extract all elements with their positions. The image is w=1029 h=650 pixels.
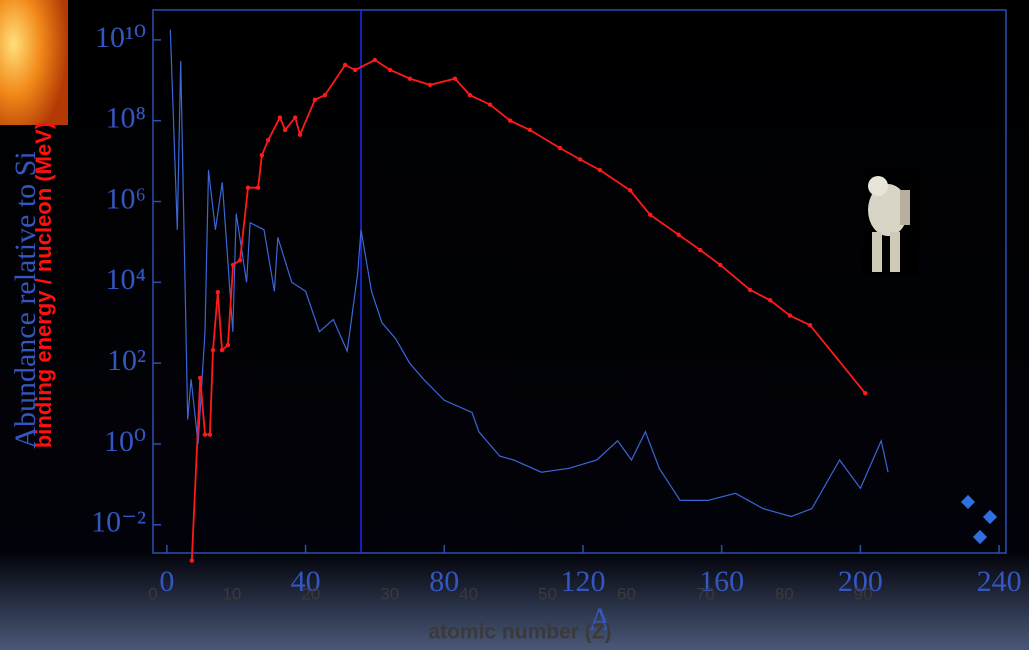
data-point — [292, 115, 298, 120]
astronaut-image — [862, 172, 918, 275]
data-point — [225, 342, 231, 348]
y-tick-label: 10² — [107, 344, 146, 377]
x2-tick-label: 30 — [380, 584, 399, 603]
data-point — [467, 92, 473, 98]
data-point — [487, 102, 493, 107]
x2-tick-label: 50 — [538, 584, 557, 603]
data-point — [259, 153, 265, 158]
x-axis-label: A — [588, 600, 611, 636]
data-point — [312, 97, 318, 102]
data-point — [718, 262, 723, 268]
x2-tick-label: 60 — [617, 584, 636, 603]
data-point — [197, 375, 203, 381]
data-point — [265, 137, 271, 143]
y-tick-label: 10⁴ — [106, 263, 146, 296]
data-point — [322, 92, 328, 98]
plot-frame — [152, 9, 1007, 554]
data-point — [202, 432, 208, 437]
data-point — [597, 167, 603, 173]
y-tick-label: 10¹⁰ — [95, 21, 146, 54]
x2-axis-label: atomic number (Z) — [428, 621, 611, 644]
data-point — [207, 432, 213, 437]
x-tick-label: 240 — [977, 565, 1022, 598]
data-point — [697, 247, 703, 253]
data-point — [215, 289, 221, 295]
x-tick-label: 40 — [291, 565, 321, 598]
data-point — [747, 287, 753, 293]
data-point — [372, 57, 378, 63]
x-tick-label: 0 — [159, 565, 174, 598]
overlay-y-axis-label: binding energy / nucleon (MeV) — [31, 122, 56, 448]
x2-tick-label: 80 — [775, 584, 794, 603]
y-axis-label: Abundance relative to Si — [9, 151, 42, 448]
data-point — [210, 347, 216, 353]
data-point — [407, 76, 413, 81]
y-tick-label: 10⁻² — [91, 506, 146, 539]
data-point — [863, 391, 868, 396]
x-tick-label: 80 — [429, 565, 459, 598]
x2-tick-label: 70 — [696, 584, 715, 603]
data-point — [648, 212, 653, 217]
data-point — [237, 258, 243, 263]
data-point — [230, 262, 236, 268]
data-point — [676, 232, 681, 238]
y-tick-label: 10⁸ — [106, 102, 146, 135]
data-point — [219, 347, 225, 353]
data-point — [768, 298, 773, 303]
sun-image — [0, 0, 68, 125]
data-point — [189, 558, 195, 563]
data-point — [255, 185, 261, 190]
data-line — [190, 58, 866, 561]
data-point — [277, 115, 283, 120]
x2-tick-label: 0 — [148, 584, 157, 603]
data-line — [169, 29, 889, 518]
x2-tick-label: 40 — [459, 584, 478, 603]
x-tick-label: 120 — [560, 565, 605, 598]
x-tick-label: 200 — [838, 565, 883, 598]
y-tick-label: 10⁰ — [104, 425, 146, 458]
data-point — [282, 127, 288, 133]
x2-tick-label: 20 — [301, 584, 320, 603]
data-point — [527, 127, 533, 133]
data-point — [577, 157, 583, 162]
diamond-icons — [960, 494, 998, 545]
data-point — [427, 82, 433, 88]
data-point — [387, 67, 393, 73]
x-tick-label: 160 — [699, 565, 744, 598]
data-point — [342, 62, 348, 68]
data-point — [627, 188, 633, 193]
data-point — [507, 118, 513, 123]
data-point — [807, 322, 813, 328]
x2-tick-label: 90 — [854, 584, 873, 603]
data-point — [787, 313, 793, 318]
x2-tick-label: 10 — [222, 584, 241, 603]
data-point — [352, 67, 358, 73]
data-point — [245, 185, 251, 190]
data-point — [297, 132, 303, 137]
data-point — [557, 145, 563, 151]
y-tick-label: 10⁶ — [106, 182, 146, 215]
data-point — [452, 76, 458, 81]
